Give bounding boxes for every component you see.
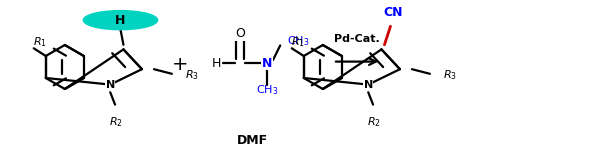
Text: $R_3$: $R_3$ — [443, 68, 457, 82]
Text: CH$_3$: CH$_3$ — [256, 83, 278, 97]
Text: $R_1$: $R_1$ — [33, 35, 47, 49]
Text: N: N — [262, 57, 272, 70]
Circle shape — [83, 11, 158, 30]
Text: $R_3$: $R_3$ — [185, 68, 199, 82]
Text: $R_2$: $R_2$ — [109, 115, 123, 129]
Text: +: + — [172, 55, 188, 74]
Text: CH$_3$: CH$_3$ — [287, 34, 310, 48]
Text: DMF: DMF — [236, 134, 268, 147]
Text: Pd-Cat.: Pd-Cat. — [334, 34, 380, 43]
Text: N: N — [364, 80, 373, 90]
Text: $R_1$: $R_1$ — [291, 35, 305, 49]
Text: $R_2$: $R_2$ — [367, 115, 381, 129]
Text: CN: CN — [384, 6, 403, 19]
Text: O: O — [235, 27, 245, 40]
Text: H: H — [211, 57, 221, 70]
Text: N: N — [106, 80, 115, 90]
Text: H: H — [115, 14, 125, 27]
